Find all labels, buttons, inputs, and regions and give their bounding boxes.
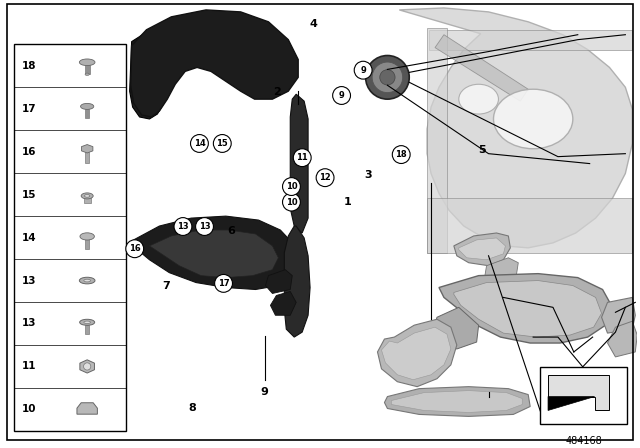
Bar (85, 239, 90, 249)
Polygon shape (427, 28, 447, 253)
Polygon shape (131, 10, 298, 117)
Polygon shape (130, 12, 296, 119)
Ellipse shape (79, 319, 95, 325)
Text: 3: 3 (364, 169, 372, 180)
Text: 9: 9 (339, 91, 344, 100)
Polygon shape (435, 34, 528, 101)
Ellipse shape (84, 194, 90, 197)
Polygon shape (378, 319, 457, 387)
Text: 17: 17 (218, 279, 229, 288)
Polygon shape (134, 216, 300, 289)
Polygon shape (80, 360, 95, 373)
Ellipse shape (84, 279, 90, 282)
Polygon shape (434, 307, 479, 349)
Text: 13: 13 (22, 276, 36, 285)
Circle shape (316, 169, 334, 186)
Polygon shape (427, 198, 632, 253)
Text: 18: 18 (22, 61, 36, 71)
Bar (84, 65, 90, 74)
Ellipse shape (459, 84, 499, 114)
Circle shape (174, 218, 192, 236)
Polygon shape (77, 403, 97, 414)
Text: 10: 10 (285, 198, 297, 207)
Text: 15: 15 (22, 190, 36, 200)
Polygon shape (266, 270, 292, 293)
Circle shape (354, 61, 372, 79)
Polygon shape (381, 327, 451, 380)
Polygon shape (385, 387, 530, 416)
Bar (84, 196, 91, 202)
Text: 15: 15 (216, 139, 228, 148)
Polygon shape (548, 396, 595, 410)
Text: 18: 18 (396, 150, 407, 159)
Polygon shape (454, 233, 510, 266)
Ellipse shape (79, 277, 95, 284)
Polygon shape (607, 321, 637, 357)
Polygon shape (291, 94, 308, 233)
Polygon shape (271, 292, 296, 315)
Text: 4: 4 (310, 19, 317, 30)
Circle shape (380, 70, 395, 85)
Text: 12: 12 (319, 173, 331, 182)
Text: 13: 13 (177, 222, 189, 231)
Circle shape (333, 86, 351, 104)
Circle shape (372, 62, 403, 93)
Circle shape (126, 240, 143, 258)
Polygon shape (399, 8, 632, 248)
Ellipse shape (84, 321, 90, 323)
Bar (85, 152, 89, 163)
Circle shape (84, 363, 91, 370)
Text: 8: 8 (188, 403, 196, 413)
Circle shape (191, 134, 209, 152)
Bar (85, 325, 90, 334)
Circle shape (282, 193, 300, 211)
Text: 10: 10 (22, 405, 36, 414)
Circle shape (196, 218, 214, 236)
Polygon shape (284, 226, 310, 337)
Text: 9: 9 (261, 387, 269, 397)
Polygon shape (459, 238, 506, 260)
Circle shape (365, 56, 409, 99)
Text: 10: 10 (285, 182, 297, 191)
Text: 11: 11 (22, 362, 36, 371)
Circle shape (392, 146, 410, 164)
Polygon shape (81, 145, 93, 153)
Ellipse shape (81, 103, 94, 109)
Text: 14: 14 (193, 139, 205, 148)
Polygon shape (429, 30, 632, 50)
Text: 16: 16 (129, 244, 141, 253)
Polygon shape (392, 391, 522, 413)
Bar (85, 109, 90, 118)
Ellipse shape (79, 59, 95, 65)
Bar (14, 44, 127, 431)
Bar (540, 367, 627, 424)
Polygon shape (548, 375, 609, 410)
Ellipse shape (493, 89, 573, 149)
Polygon shape (150, 230, 278, 278)
Text: 9: 9 (360, 66, 366, 75)
Text: 14: 14 (22, 233, 36, 243)
Text: 11: 11 (296, 153, 308, 162)
Ellipse shape (81, 193, 93, 199)
Text: 5: 5 (478, 145, 486, 155)
Circle shape (282, 177, 300, 195)
Circle shape (214, 275, 232, 292)
Text: 6: 6 (227, 226, 235, 236)
Circle shape (213, 134, 231, 152)
Text: 484168: 484168 (565, 436, 602, 446)
Polygon shape (454, 280, 602, 337)
Ellipse shape (85, 73, 89, 76)
Text: 1: 1 (344, 197, 352, 207)
Text: 13: 13 (22, 319, 36, 328)
Text: 2: 2 (273, 87, 281, 97)
Text: 16: 16 (22, 147, 36, 157)
Polygon shape (484, 258, 518, 283)
Circle shape (293, 149, 311, 167)
Polygon shape (439, 274, 612, 343)
Text: 7: 7 (163, 280, 170, 291)
Text: 17: 17 (22, 104, 36, 114)
Polygon shape (602, 297, 636, 333)
Text: 13: 13 (198, 222, 211, 231)
Ellipse shape (80, 233, 94, 240)
